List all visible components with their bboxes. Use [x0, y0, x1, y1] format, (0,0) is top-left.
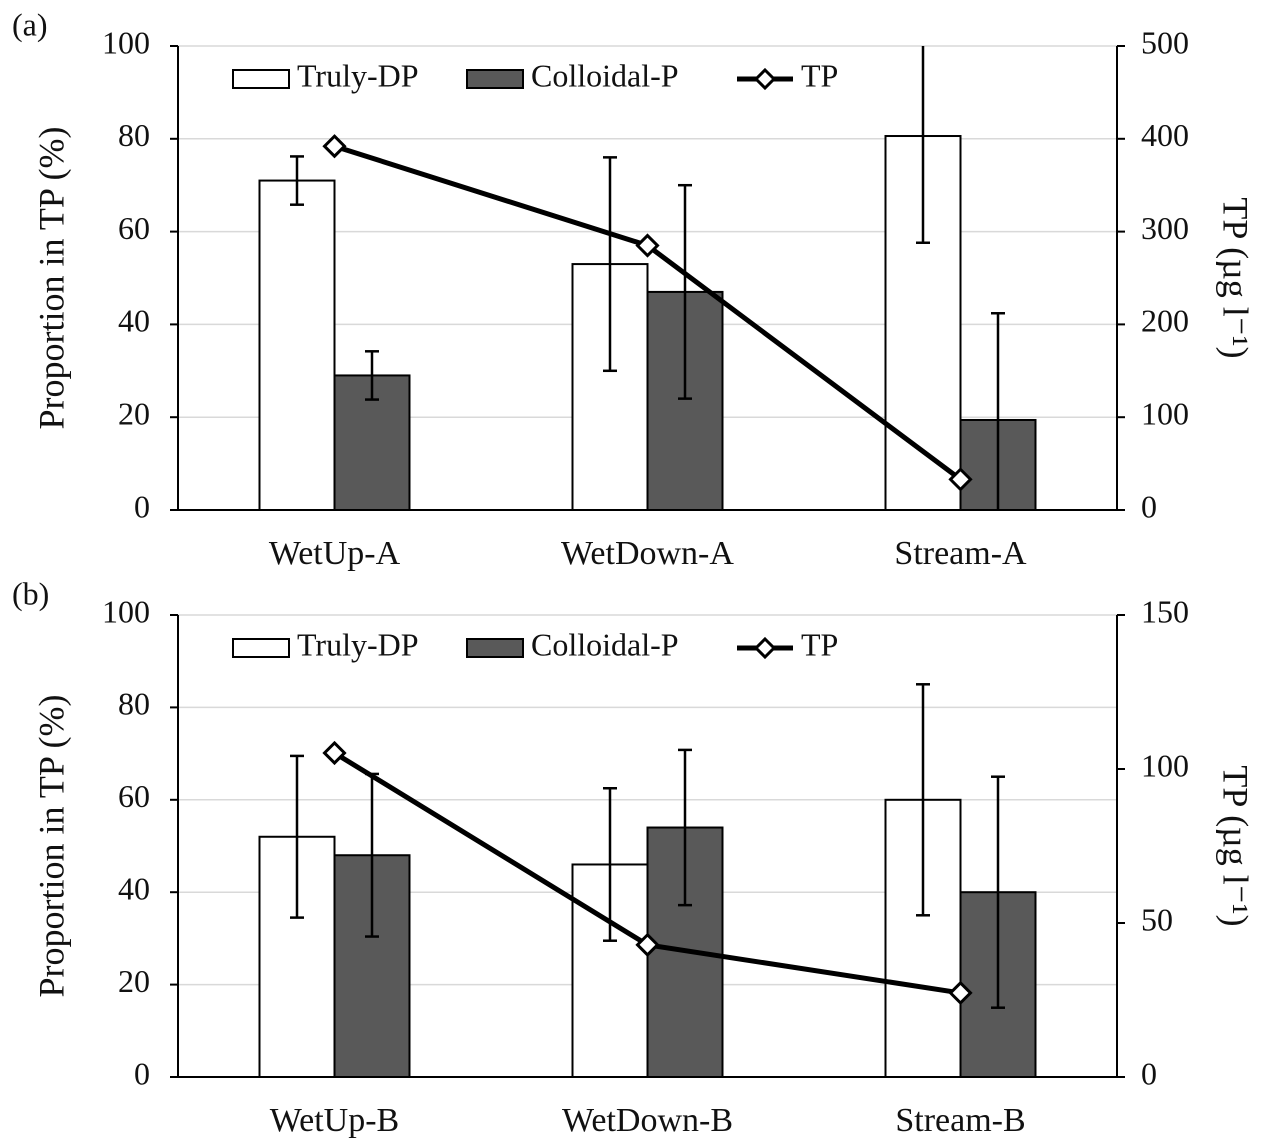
legend-item: Colloidal-P [466, 626, 679, 662]
y2-tick-label: 100 [1141, 747, 1189, 783]
bar [258, 179, 336, 510]
y-tick-label: 80 [118, 686, 150, 722]
legend-marker [753, 67, 777, 91]
y-axis-label: Proportion in TP (%) [31, 695, 71, 998]
y2-tick-label: 50 [1141, 901, 1173, 937]
error-bar [916, 46, 930, 244]
legend-swatch [466, 638, 524, 658]
legend-label: TP [801, 57, 838, 93]
legend-label: TP [801, 626, 838, 662]
y2-tick-label: 0 [1141, 488, 1157, 524]
y-tick-label: 0 [134, 1055, 150, 1091]
error-bar [991, 312, 1005, 510]
error-bar [365, 350, 379, 401]
panel: (b) 0 20 40 60 80 100 0 50 100 150 Proportion in TP… [12, 575, 1256, 1138]
legend-swatch [232, 638, 290, 658]
y2-tick-label: 0 [1141, 1055, 1157, 1091]
marker [948, 980, 973, 1006]
y2-axis-label: TP (µg l⁻¹) [1216, 765, 1256, 926]
y-tick-label: 40 [118, 871, 150, 907]
legend-label: Truly-DP [297, 626, 419, 662]
legend-item: TP [737, 626, 838, 662]
marker [322, 740, 347, 766]
legend-swatch [466, 69, 524, 89]
y-tick-label: 20 [118, 963, 150, 999]
y-tick-label: 60 [118, 210, 150, 246]
error-bar [603, 156, 617, 373]
x-tick-label: Stream-A [894, 535, 1027, 572]
legend-label: Truly-DP [297, 57, 419, 93]
error-bar [678, 183, 692, 400]
marker [948, 467, 973, 492]
y-tick-label: 80 [118, 117, 150, 153]
y-tick-label: 100 [102, 593, 150, 629]
y-tick-label: 40 [118, 303, 150, 339]
error-bar [916, 683, 930, 917]
x-tick-label: WetUp-B [270, 1102, 399, 1139]
marker [322, 134, 347, 159]
y-tick-label: 0 [134, 488, 150, 524]
legend-marker [753, 636, 777, 660]
x-tick-label: WetDown-A [561, 535, 734, 572]
panel-label: (a) [12, 6, 48, 42]
legend-swatch [232, 69, 290, 89]
y-axis-label: Proportion in TP (%) [31, 127, 71, 430]
plot-area [258, 46, 1037, 510]
marker [635, 233, 660, 258]
error-bar [603, 787, 617, 942]
panel: (a) 0 20 40 60 80 100 0 100 200 300 400 500 Proportio… [12, 6, 1256, 571]
y-tick-label: 20 [118, 396, 150, 432]
error-bar [290, 155, 304, 206]
legend-item: TP [737, 57, 838, 93]
plot-area [258, 683, 1037, 1077]
y-tick-label: 60 [118, 778, 150, 814]
x-tick-label: WetDown-B [562, 1102, 733, 1139]
legend-item: Colloidal-P [466, 57, 679, 93]
y2-tick-label: 300 [1141, 210, 1189, 246]
y-tick-label: 100 [102, 24, 150, 60]
error-bar [678, 748, 692, 907]
y2-tick-label: 200 [1141, 303, 1189, 339]
x-tick-label: Stream-B [895, 1102, 1025, 1139]
legend-item: Truly-DP [232, 57, 419, 93]
panel-label: (b) [12, 575, 49, 611]
y2-tick-label: 150 [1141, 593, 1189, 629]
y2-tick-label: 500 [1141, 24, 1189, 60]
y2-axis-label: TP (µg l⁻¹) [1216, 197, 1256, 358]
legend-label: Colloidal-P [531, 626, 679, 662]
y2-tick-label: 100 [1141, 396, 1189, 432]
y2-tick-label: 400 [1141, 117, 1189, 153]
legend-label: Colloidal-P [531, 57, 679, 93]
legend-item: Truly-DP [232, 626, 419, 662]
marker [635, 932, 660, 957]
x-tick-label: WetUp-A [269, 535, 401, 572]
error-bar [290, 754, 304, 919]
error-bar [991, 775, 1005, 1009]
